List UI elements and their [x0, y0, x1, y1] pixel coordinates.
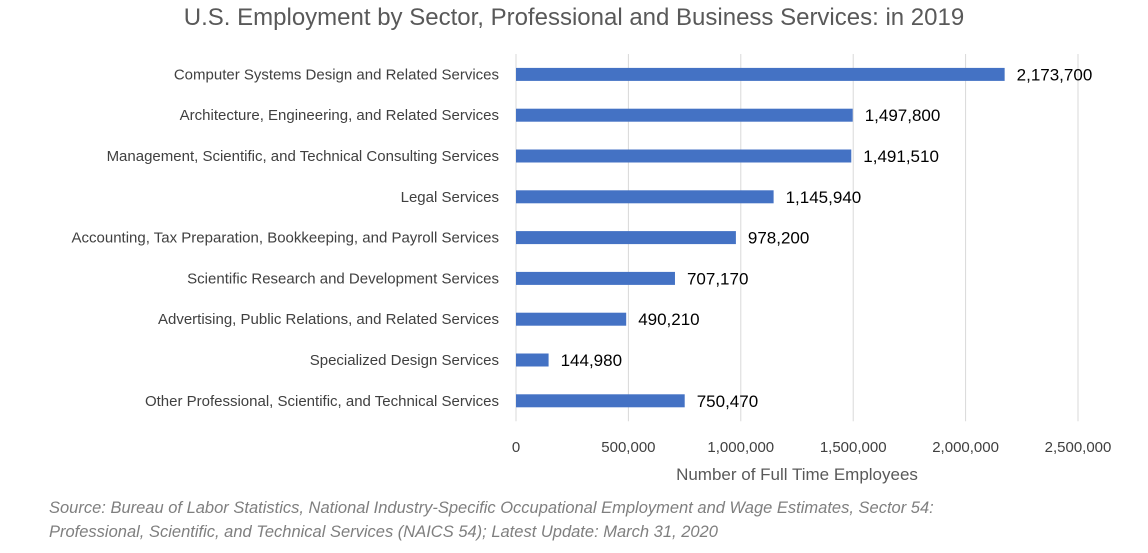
category-label: Architecture, Engineering, and Related S…	[180, 107, 499, 124]
category-label: Computer Systems Design and Related Serv…	[174, 66, 499, 83]
x-tick-label: 2,500,000	[1045, 439, 1112, 456]
chart-title: U.S. Employment by Sector, Professional …	[183, 4, 965, 31]
x-tick-label: 0	[512, 439, 520, 456]
category-label: Scientific Research and Development Serv…	[187, 270, 499, 287]
bars	[516, 67, 1005, 408]
category-label: Advertising, Public Relations, and Relat…	[158, 311, 499, 328]
data-label: 144,980	[561, 351, 622, 370]
data-label: 1,145,940	[786, 188, 862, 207]
data-label: 2,173,700	[1017, 65, 1093, 84]
data-label: 1,497,800	[865, 106, 941, 125]
category-label: Management, Scientific, and Technical Co…	[107, 148, 499, 165]
bar	[516, 231, 736, 245]
bar	[516, 190, 774, 204]
data-label: 707,170	[687, 269, 748, 288]
data-label: 750,470	[697, 392, 758, 411]
bar	[516, 67, 1005, 81]
source-note: Source: Bureau of Labor Statistics, Nati…	[49, 499, 934, 541]
bar	[516, 271, 675, 285]
x-tick-label: 1,500,000	[820, 439, 887, 456]
category-label: Other Professional, Scientific, and Tech…	[145, 393, 499, 410]
data-label: 490,210	[638, 310, 699, 329]
category-label: Specialized Design Services	[310, 352, 499, 369]
bar	[516, 149, 852, 163]
x-axis-title: Number of Full Time Employees	[676, 465, 918, 484]
x-tick-label: 500,000	[601, 439, 655, 456]
bar	[516, 108, 853, 122]
x-tick-label: 2,000,000	[932, 439, 999, 456]
bar	[516, 394, 685, 408]
data-label: 978,200	[748, 229, 809, 248]
category-label: Accounting, Tax Preparation, Bookkeeping…	[72, 230, 499, 247]
bar	[516, 353, 549, 367]
category-label: Legal Services	[401, 189, 499, 206]
labels: 0 500,000 1,000,000 1,500,000 2,000,000 2,500…	[72, 65, 1112, 456]
bar	[516, 312, 627, 326]
x-tick-label: 1,000,000	[707, 439, 774, 456]
data-label: 1,491,510	[863, 147, 939, 166]
